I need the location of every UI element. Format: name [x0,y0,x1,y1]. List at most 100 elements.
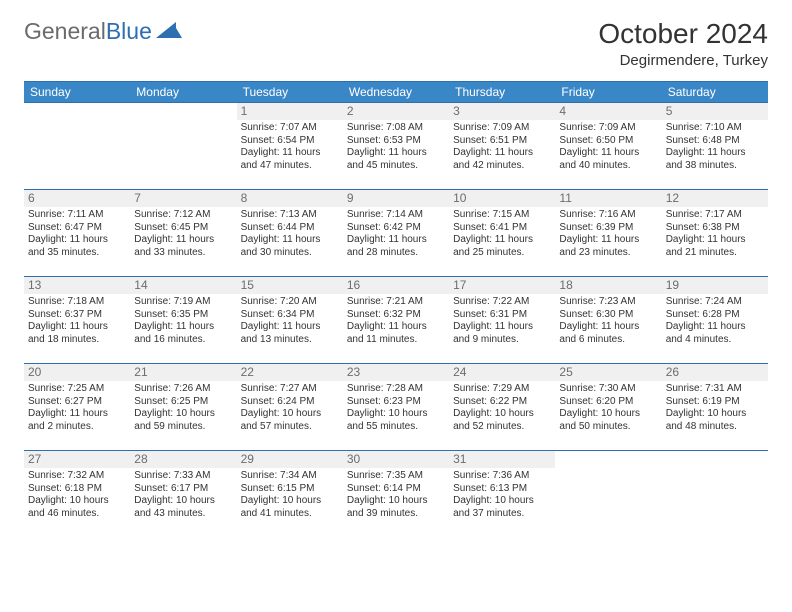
sunset-text: Sunset: 6:48 PM [666,135,764,148]
sunrise-text: Sunrise: 7:31 AM [666,383,764,396]
daylight-text: Daylight: 11 hours and 40 minutes. [559,147,657,172]
sunrise-text: Sunrise: 7:20 AM [241,296,339,309]
cell-body: Sunrise: 7:22 AMSunset: 6:31 PMDaylight:… [453,296,551,346]
weekday-header: Thursday [449,82,555,103]
sunrise-text: Sunrise: 7:25 AM [28,383,126,396]
calendar-cell: 15Sunrise: 7:20 AMSunset: 6:34 PMDayligh… [237,277,343,364]
calendar-cell: 17Sunrise: 7:22 AMSunset: 6:31 PMDayligh… [449,277,555,364]
sunrise-text: Sunrise: 7:22 AM [453,296,551,309]
cell-body: Sunrise: 7:17 AMSunset: 6:38 PMDaylight:… [666,209,764,259]
daylight-text: Daylight: 10 hours and 41 minutes. [241,495,339,520]
sunset-text: Sunset: 6:25 PM [134,396,232,409]
location-subtitle: Degirmendere, Turkey [598,52,768,69]
cell-body: Sunrise: 7:34 AMSunset: 6:15 PMDaylight:… [241,470,339,520]
calendar-cell: 6 Sunrise: 7:11 AMSunset: 6:47 PMDaylight… [24,190,130,277]
day-number: 12 [662,190,768,207]
calendar-cell: 11Sunrise: 7:16 AMSunset: 6:39 PMDayligh… [555,190,661,277]
sunset-text: Sunset: 6:50 PM [559,135,657,148]
logo-text: GeneralBlue [24,18,152,45]
calendar-page: GeneralBlue October 2024 Degirmendere, T… [0,0,792,555]
day-number: 21 [130,364,236,381]
daylight-text: Daylight: 10 hours and 43 minutes. [134,495,232,520]
sunset-text: Sunset: 6:30 PM [559,309,657,322]
calendar-body: .. 1Sunrise: 7:07 AMSunset: 6:54 PMDaylig… [24,103,768,538]
sunset-text: Sunset: 6:22 PM [453,396,551,409]
sunset-text: Sunset: 6:51 PM [453,135,551,148]
day-number: 9 [343,190,449,207]
daylight-text: Daylight: 11 hours and 6 minutes. [559,321,657,346]
cell-body: Sunrise: 7:13 AMSunset: 6:44 PMDaylight:… [241,209,339,259]
daylight-text: Daylight: 11 hours and 16 minutes. [134,321,232,346]
day-number: 10 [449,190,555,207]
cell-body: Sunrise: 7:21 AMSunset: 6:32 PMDaylight:… [347,296,445,346]
day-number: 16 [343,277,449,294]
calendar-cell: 8 Sunrise: 7:13 AMSunset: 6:44 PMDaylight… [237,190,343,277]
sunrise-text: Sunrise: 7:16 AM [559,209,657,222]
sunrise-text: Sunrise: 7:17 AM [666,209,764,222]
cell-body: Sunrise: 7:18 AMSunset: 6:37 PMDaylight:… [28,296,126,346]
day-number: 19 [662,277,768,294]
calendar-cell: 7Sunrise: 7:12 AMSunset: 6:45 PMDaylight… [130,190,236,277]
daylight-text: Daylight: 11 hours and 11 minutes. [347,321,445,346]
logo-triangle-icon [156,20,182,38]
logo-word-blue: Blue [106,18,152,44]
daylight-text: Daylight: 10 hours and 39 minutes. [347,495,445,520]
daylight-text: Daylight: 10 hours and 46 minutes. [28,495,126,520]
sunset-text: Sunset: 6:45 PM [134,222,232,235]
sunset-text: Sunset: 6:39 PM [559,222,657,235]
day-number: 13 [24,277,130,294]
sunset-text: Sunset: 6:20 PM [559,396,657,409]
day-number: 26 [662,364,768,381]
calendar-cell: 9Sunrise: 7:14 AMSunset: 6:42 PMDaylight… [343,190,449,277]
sunset-text: Sunset: 6:42 PM [347,222,445,235]
cell-body: Sunrise: 7:31 AMSunset: 6:19 PMDaylight:… [666,383,764,433]
calendar-cell: 19 Sunrise: 7:24 AMSunset: 6:28 PMDayligh… [662,277,768,364]
sunrise-text: Sunrise: 7:11 AM [28,209,126,222]
daylight-text: Daylight: 11 hours and 13 minutes. [241,321,339,346]
cell-body: Sunrise: 7:09 AMSunset: 6:50 PMDaylight:… [559,122,657,172]
sunrise-text: Sunrise: 7:36 AM [453,470,551,483]
month-title: October 2024 [598,18,768,50]
sunset-text: Sunset: 6:47 PM [28,222,126,235]
day-number: 8 [237,190,343,207]
day-number: 6 [24,190,130,207]
cell-body: Sunrise: 7:30 AMSunset: 6:20 PMDaylight:… [559,383,657,433]
cell-body: Sunrise: 7:11 AMSunset: 6:47 PMDaylight:… [28,209,126,259]
day-number: 23 [343,364,449,381]
calendar-cell: . [662,451,768,538]
day-number: 18 [555,277,661,294]
daylight-text: Daylight: 10 hours and 59 minutes. [134,408,232,433]
header-row: GeneralBlue October 2024 Degirmendere, T… [24,18,768,69]
cell-body: Sunrise: 7:35 AMSunset: 6:14 PMDaylight:… [347,470,445,520]
calendar-cell: 1Sunrise: 7:07 AMSunset: 6:54 PMDaylight… [237,103,343,190]
day-number: 25 [555,364,661,381]
sunrise-text: Sunrise: 7:10 AM [666,122,764,135]
calendar-cell: 18Sunrise: 7:23 AMSunset: 6:30 PMDayligh… [555,277,661,364]
day-number: 22 [237,364,343,381]
calendar-cell: 22 Sunrise: 7:27 AMSunset: 6:24 PMDayligh… [237,364,343,451]
calendar-cell: 25 Sunrise: 7:30 AMSunset: 6:20 PMDayligh… [555,364,661,451]
calendar-cell: 28Sunrise: 7:33 AMSunset: 6:17 PMDayligh… [130,451,236,538]
calendar-cell: 26 Sunrise: 7:31 AMSunset: 6:19 PMDayligh… [662,364,768,451]
sunrise-text: Sunrise: 7:34 AM [241,470,339,483]
daylight-text: Daylight: 10 hours and 50 minutes. [559,408,657,433]
day-number: 5 [662,103,768,120]
day-number: 15 [237,277,343,294]
weekday-header: Friday [555,82,661,103]
sunset-text: Sunset: 6:23 PM [347,396,445,409]
calendar-cell: . [24,103,130,190]
calendar-cell: 30 Sunrise: 7:35 AMSunset: 6:14 PMDayligh… [343,451,449,538]
daylight-text: Daylight: 11 hours and 30 minutes. [241,234,339,259]
day-number: 30 [343,451,449,468]
cell-body: Sunrise: 7:24 AMSunset: 6:28 PMDaylight:… [666,296,764,346]
logo-word-general: General [24,18,106,44]
daylight-text: Daylight: 11 hours and 38 minutes. [666,147,764,172]
cell-body: Sunrise: 7:27 AMSunset: 6:24 PMDaylight:… [241,383,339,433]
weekday-header: Tuesday [237,82,343,103]
calendar-cell: 13 Sunrise: 7:18 AMSunset: 6:37 PMDayligh… [24,277,130,364]
title-block: October 2024 Degirmendere, Turkey [598,18,768,69]
daylight-text: Daylight: 11 hours and 25 minutes. [453,234,551,259]
sunset-text: Sunset: 6:19 PM [666,396,764,409]
calendar-week-row: 27Sunrise: 7:32 AMSunset: 6:18 PMDayligh… [24,451,768,538]
cell-body: Sunrise: 7:16 AMSunset: 6:39 PMDaylight:… [559,209,657,259]
